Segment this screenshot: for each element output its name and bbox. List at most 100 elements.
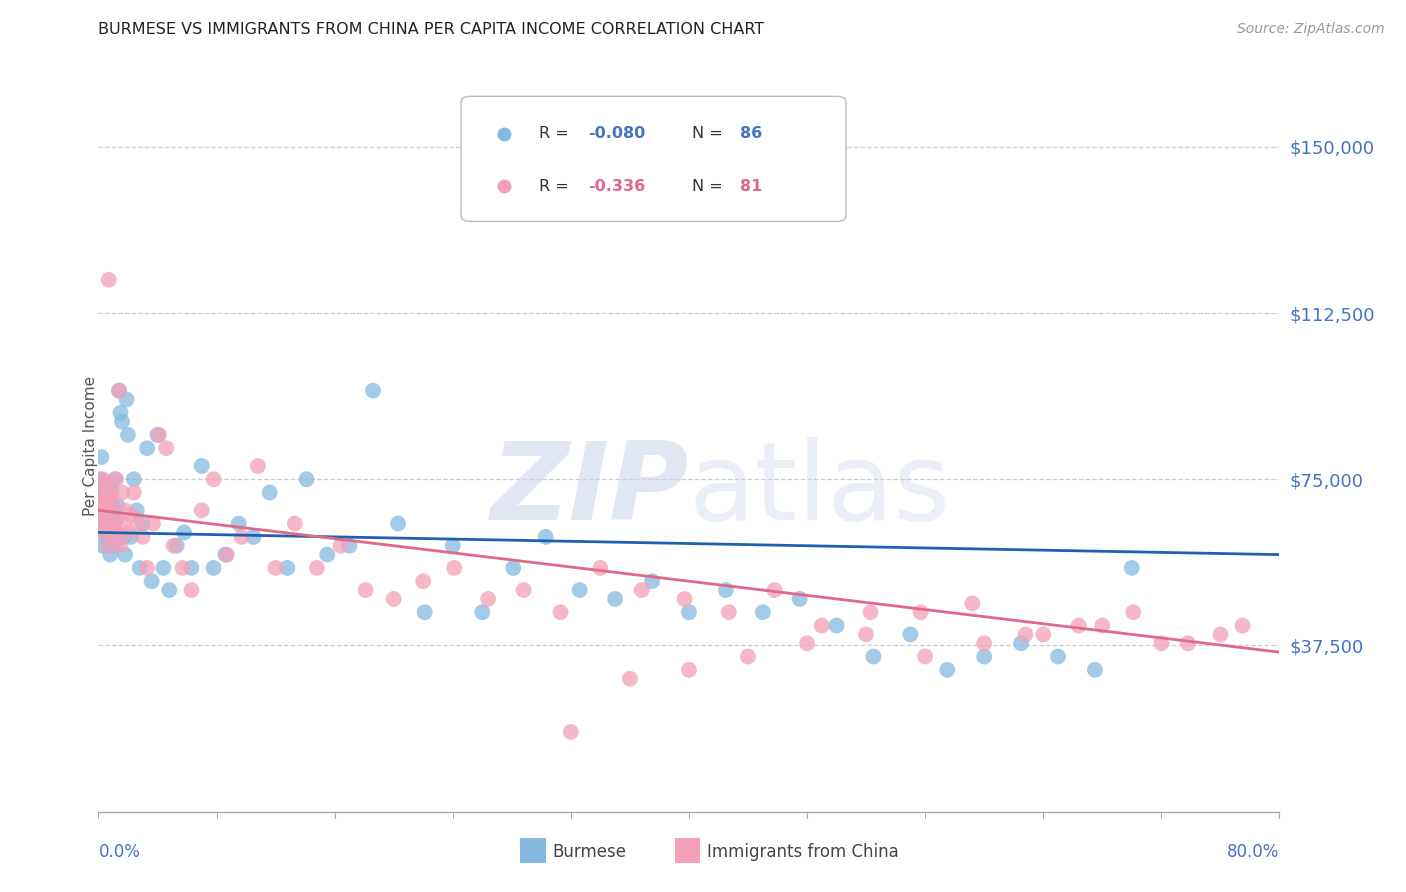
Point <box>231 530 253 544</box>
Point <box>825 618 848 632</box>
Point <box>180 561 202 575</box>
Point <box>105 472 128 486</box>
Point <box>104 525 127 540</box>
Point <box>148 428 170 442</box>
Point <box>94 490 117 504</box>
Point <box>1177 636 1199 650</box>
Point <box>1010 636 1032 650</box>
Point <box>107 530 129 544</box>
Point <box>105 534 128 549</box>
Point <box>117 525 139 540</box>
Point <box>89 516 111 531</box>
Point <box>127 516 149 531</box>
Point <box>96 516 118 531</box>
Point <box>550 605 572 619</box>
Text: 80.0%: 80.0% <box>1227 843 1279 861</box>
Point <box>100 494 122 508</box>
Point <box>717 605 740 619</box>
Point <box>641 574 664 589</box>
Point <box>111 415 134 429</box>
Point <box>202 561 225 575</box>
Point <box>93 494 115 508</box>
Point <box>97 539 120 553</box>
Point <box>264 561 287 575</box>
Point <box>108 384 131 398</box>
Point <box>810 618 832 632</box>
Point <box>103 539 125 553</box>
Point <box>91 525 114 540</box>
Point <box>112 516 135 531</box>
Point <box>678 663 700 677</box>
Point <box>246 458 269 473</box>
Point <box>93 508 115 522</box>
Point <box>361 384 384 398</box>
Text: -0.336: -0.336 <box>589 178 645 194</box>
Point <box>1091 618 1114 632</box>
Point <box>534 530 557 544</box>
Point <box>678 605 700 619</box>
Point <box>97 521 120 535</box>
Point <box>93 499 115 513</box>
Point <box>751 605 773 619</box>
Point <box>1067 618 1090 632</box>
Point <box>105 512 128 526</box>
Point <box>796 636 818 650</box>
Point <box>117 428 139 442</box>
Point <box>90 494 112 508</box>
Point <box>973 636 995 650</box>
Point <box>120 530 142 544</box>
Point <box>443 561 465 575</box>
Point <box>1209 627 1232 641</box>
Point <box>295 472 318 486</box>
Point <box>936 663 959 677</box>
Point <box>90 485 112 500</box>
Point <box>104 472 127 486</box>
Text: 0.0%: 0.0% <box>98 843 141 861</box>
Point <box>104 516 127 531</box>
Point <box>166 539 188 553</box>
Point <box>107 499 129 513</box>
Point <box>97 494 120 508</box>
Point <box>98 485 121 500</box>
Point <box>114 548 136 562</box>
Point <box>191 458 214 473</box>
Point <box>1032 627 1054 641</box>
Point <box>1014 627 1036 641</box>
Point <box>96 499 118 513</box>
Point <box>789 591 811 606</box>
Text: -0.080: -0.080 <box>589 127 645 142</box>
Point <box>900 627 922 641</box>
Point <box>387 516 409 531</box>
Point <box>90 503 112 517</box>
Point <box>108 384 131 398</box>
Point <box>89 485 111 500</box>
Point <box>477 591 499 606</box>
Point <box>100 503 122 517</box>
Point <box>568 583 591 598</box>
Point <box>111 485 134 500</box>
Text: atlas: atlas <box>689 437 950 543</box>
Point <box>339 539 360 553</box>
Point <box>630 583 652 598</box>
Text: BURMESE VS IMMIGRANTS FROM CHINA PER CAPITA INCOME CORRELATION CHART: BURMESE VS IMMIGRANTS FROM CHINA PER CAP… <box>98 22 765 37</box>
Point <box>502 561 524 575</box>
Point <box>103 525 125 540</box>
Point <box>305 561 328 575</box>
Point <box>100 516 122 531</box>
Point <box>914 649 936 664</box>
Point <box>763 583 786 598</box>
Point <box>94 476 117 491</box>
Point <box>125 503 148 517</box>
Point <box>103 503 125 517</box>
Point <box>132 516 155 531</box>
Point <box>1121 561 1143 575</box>
Point <box>132 530 155 544</box>
Point <box>155 441 177 455</box>
Point <box>1232 618 1254 632</box>
Point <box>859 605 882 619</box>
Point <box>862 649 884 664</box>
Point <box>136 441 159 455</box>
Point <box>228 516 250 531</box>
Point <box>259 485 281 500</box>
Point <box>173 525 195 540</box>
